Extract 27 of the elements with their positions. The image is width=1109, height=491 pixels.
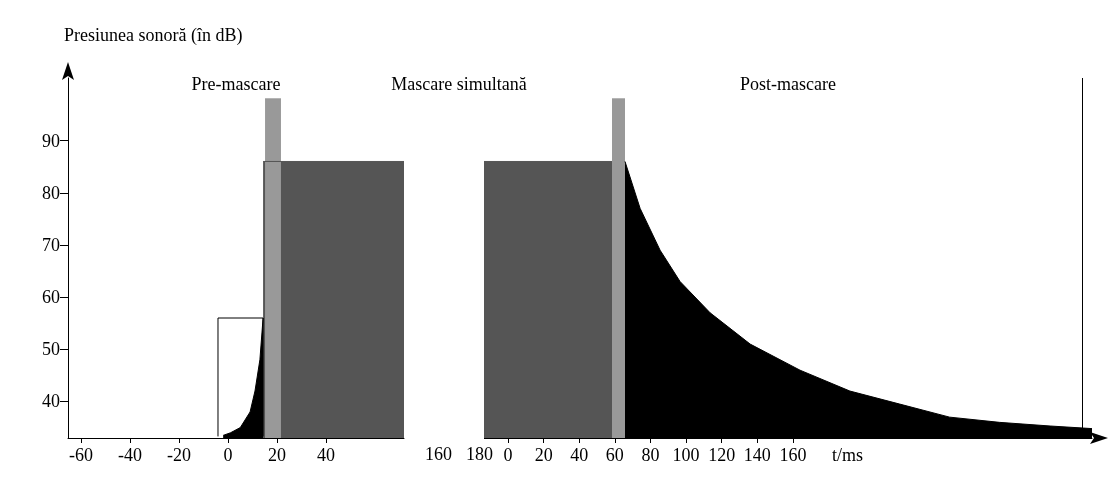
x-tick-label: 40: [570, 445, 589, 465]
x-tick-label: 0: [503, 445, 513, 465]
y-tick-label: 80: [42, 182, 60, 203]
x-tick-label: 120: [708, 445, 736, 465]
x-tick-label: 20: [268, 445, 287, 465]
text: 180: [466, 444, 493, 465]
x-tick-label: 40: [317, 445, 336, 465]
y-tick-label: 90: [42, 130, 60, 151]
x-tick-label: 160: [779, 445, 807, 465]
annotation: Mascare simultană: [391, 74, 527, 95]
annotation: Post-mascare: [740, 74, 836, 95]
y-tick-label: 40: [42, 391, 60, 412]
x-axis-title: t/ms: [832, 445, 864, 465]
x-tick-label: 80: [641, 445, 660, 465]
x-tick-label: 20: [534, 445, 553, 465]
x-tick-label: 60: [605, 445, 624, 465]
x-tick-label: 0: [223, 445, 233, 465]
y-tick-label: 70: [42, 234, 60, 255]
y-axis-title: Presiunea sonoră (în dB): [64, 25, 243, 46]
y-tick-label: 50: [42, 339, 60, 360]
annotation: Pre-mascare: [191, 74, 281, 95]
x-tick-label: 140: [743, 445, 771, 465]
y-tick-label: 60: [42, 287, 60, 308]
x-tick-label: -20: [167, 445, 192, 465]
x-tick-label: -40: [118, 445, 142, 465]
x-tick-label: 100: [672, 445, 700, 465]
x-tick-label: -60: [68, 445, 93, 465]
